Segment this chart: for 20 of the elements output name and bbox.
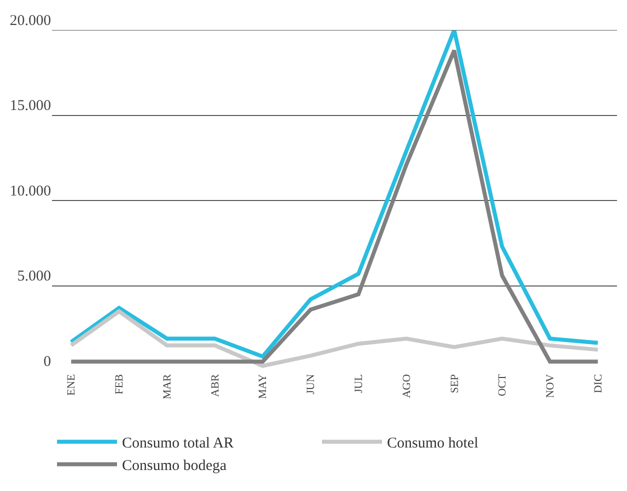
x-tick-label: OCT [496, 374, 509, 396]
x-tick-label: DIC [592, 374, 604, 394]
x-tick-label: ABR [209, 374, 222, 397]
y-tick-label: 10.000 [10, 183, 51, 200]
y-tick-label: 0 [44, 354, 51, 370]
x-tick-label: NOV [544, 374, 557, 398]
x-tick-label: ENE [66, 374, 78, 396]
y-tick-label: 20.000 [10, 12, 51, 29]
x-tick-label: JUL [353, 374, 366, 394]
x-tick-label: MAY [257, 374, 270, 399]
x-tick-label: FEB [114, 374, 126, 394]
legend-label: Consumo total AR [122, 436, 234, 452]
y-tick-label: 5.000 [17, 268, 51, 284]
x-tick-label: SEP [448, 374, 461, 394]
x-tick-label: JUN [305, 374, 318, 394]
legend-label: Consumo bodega [122, 458, 227, 474]
y-tick-label: 15.000 [10, 98, 51, 114]
x-tick-label: MAR [161, 374, 174, 400]
x-tick-label: AGO [400, 374, 413, 398]
legend-label: Consumo hotel [387, 436, 478, 452]
